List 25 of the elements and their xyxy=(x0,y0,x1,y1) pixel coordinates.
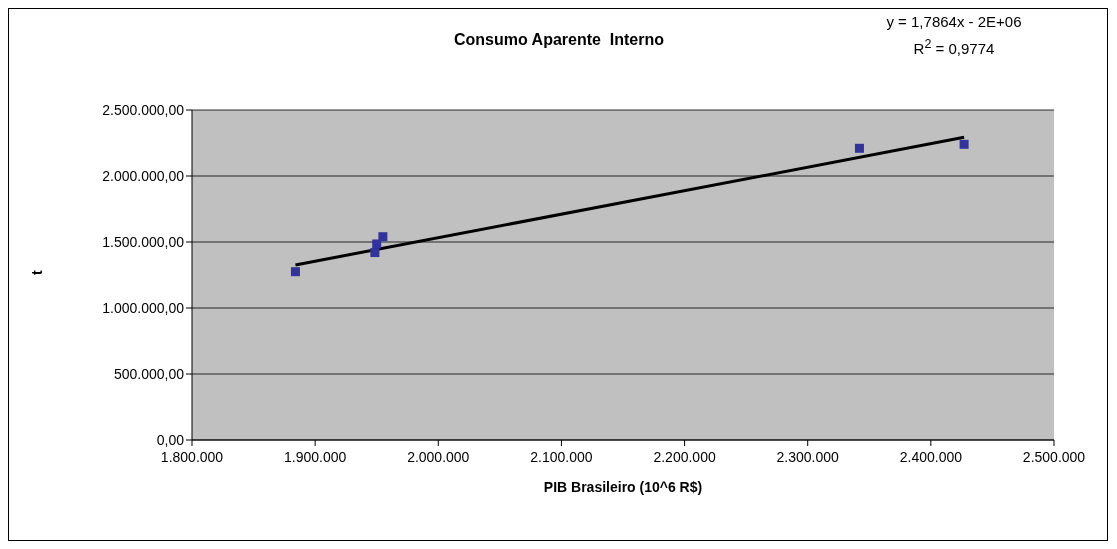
x-tick-label: 1.800.000 xyxy=(160,448,224,465)
y-tick-label: 2.000.000,00 xyxy=(102,167,185,184)
point xyxy=(370,248,380,258)
x-axis-title: PIB Brasileiro (10^6 R$) xyxy=(543,479,703,495)
y-tick-label: 500.000,00 xyxy=(113,365,185,382)
x-tick-label: 2.100.000 xyxy=(530,448,593,465)
chart-title: Consumo Aparente Interno xyxy=(452,31,666,49)
point xyxy=(959,139,969,149)
x-tick-label: 2.300.000 xyxy=(776,448,840,465)
point xyxy=(290,267,300,277)
y-tick-label: 2.500.000,00 xyxy=(102,101,185,118)
x-tick-label: 2.500.000 xyxy=(1022,448,1086,465)
y-tick-label: 1.500.000,00 xyxy=(102,233,185,250)
point xyxy=(378,232,388,242)
x-tick-label: 2.400.000 xyxy=(899,448,963,465)
y-tick-label: 0,00 xyxy=(156,431,185,448)
y-axis-title: t xyxy=(28,270,45,275)
x-tick-label: 1.900.000 xyxy=(283,448,347,465)
y-tick-label: 1.000.000,00 xyxy=(102,299,185,316)
x-tick-label: 2.200.000 xyxy=(653,448,716,465)
text: y = 1,7864x - 2E+06 xyxy=(885,12,1023,32)
point xyxy=(372,239,382,249)
text: R$^{2}$ = 0,9774 xyxy=(912,36,996,59)
point xyxy=(854,143,864,153)
x-tick-label: 2.000.000 xyxy=(407,448,470,465)
